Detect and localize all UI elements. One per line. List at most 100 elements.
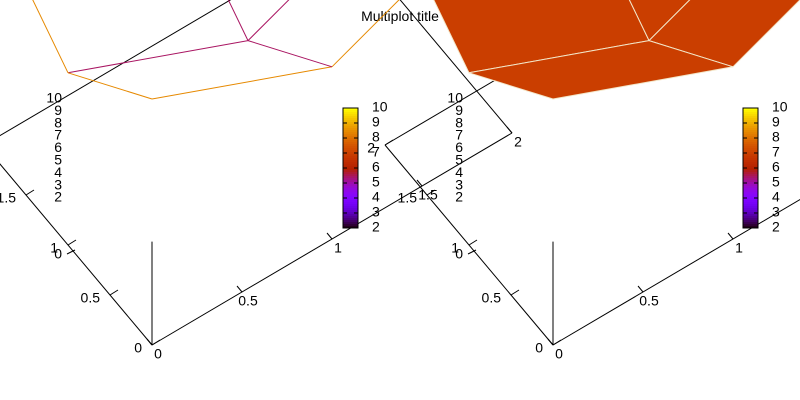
colorbar-band	[743, 116, 758, 119]
surface-line	[247, 40, 333, 68]
colorbar-band	[743, 128, 758, 131]
colorbar-band	[343, 168, 358, 171]
colorbar-band	[743, 146, 758, 149]
y-tick-mark	[25, 189, 35, 196]
colorbar-label: 10	[772, 99, 788, 115]
colorbar-band	[743, 220, 758, 223]
x-tick-label: 0	[555, 346, 563, 362]
colorbar-label: 10	[372, 99, 388, 115]
colorbar-band	[343, 144, 358, 147]
colorbar-band	[343, 178, 358, 181]
colorbar-band	[743, 202, 758, 205]
colorbar-band	[343, 210, 358, 213]
z-tick-label: 4	[54, 164, 62, 180]
colorbar-band	[743, 190, 758, 193]
colorbar-label: 4	[372, 189, 380, 205]
colorbar-band	[743, 210, 758, 213]
colorbar-band	[743, 174, 758, 177]
base-edge-back-x	[0, 0, 232, 137]
z-tick-label: 7	[455, 127, 463, 143]
colorbar-band	[343, 130, 358, 133]
colorbar-band	[343, 138, 358, 141]
colorbar-band	[743, 144, 758, 147]
colorbar-band	[743, 142, 758, 145]
base-edge-front-y	[0, 163, 153, 346]
colorbar-label: 9	[772, 114, 780, 130]
colorbar-band	[343, 172, 358, 175]
z-tick-label: 5	[455, 152, 463, 168]
colorbar-band	[343, 142, 358, 145]
colorbar-band	[343, 218, 358, 221]
colorbar-band	[743, 134, 758, 137]
z-tick-label: 4	[455, 164, 463, 180]
colorbar-band	[743, 200, 758, 203]
x-tick-mark	[146, 338, 153, 346]
colorbar-band	[343, 192, 358, 195]
colorbar-band	[343, 122, 358, 125]
y-tick-label: 0.5	[482, 290, 502, 306]
surface-wireframe	[32, 0, 400, 100]
colorbar-label: 8	[772, 129, 780, 145]
colorbar-band	[343, 164, 358, 167]
colorbar-band	[343, 160, 358, 163]
colorbar-band	[743, 130, 758, 133]
colorbar-band	[743, 118, 758, 121]
colorbar-band	[343, 176, 358, 179]
colorbar-band	[343, 198, 358, 201]
colorbar-band	[743, 114, 758, 117]
colorbar-band	[743, 184, 758, 187]
x-tick-label: 0.5	[639, 293, 659, 309]
colorbar-band	[743, 196, 758, 199]
colorbar-band	[743, 156, 758, 159]
x-tick-mark	[637, 285, 644, 293]
y-tick-label: 2	[367, 140, 375, 156]
colorbar-label: 9	[372, 114, 380, 130]
colorbar-band	[743, 222, 758, 225]
colorbar-band	[743, 160, 758, 163]
z-tick-label: 0	[455, 246, 463, 262]
colorbar-band	[343, 200, 358, 203]
colorbar-band	[743, 110, 758, 113]
colorbar-label: 8	[372, 129, 380, 145]
colorbar-band	[743, 148, 758, 151]
colorbar-band	[343, 154, 358, 157]
surface-line	[67, 72, 153, 100]
z-tick-label: 8	[455, 114, 463, 130]
y-tick-mark	[384, 139, 394, 146]
y-tick-mark	[67, 239, 77, 246]
colorbar-band	[743, 180, 758, 183]
colorbar-band	[343, 204, 358, 207]
colorbar-band	[743, 158, 758, 161]
colorbar-band	[343, 140, 358, 143]
z-tick-mark	[66, 249, 76, 255]
z-tick-label: 9	[54, 102, 62, 118]
x-tick-label: 0.5	[238, 293, 258, 309]
colorbar-band	[743, 108, 758, 111]
colorbar-band	[343, 108, 358, 111]
colorbar-band	[743, 168, 758, 171]
y-tick-mark	[552, 339, 562, 346]
colorbar-band	[343, 188, 358, 191]
colorbar-band	[743, 198, 758, 201]
colorbar-band	[343, 182, 358, 185]
x-tick-label: 1	[334, 240, 342, 256]
colorbar-band	[343, 118, 358, 121]
surface-patch	[468, 40, 734, 100]
y-tick-mark	[510, 289, 520, 296]
colorbar-band	[343, 166, 358, 169]
colorbar-band	[343, 180, 358, 183]
colorbar-band	[743, 154, 758, 157]
colorbar-band	[743, 188, 758, 191]
colorbar-band	[343, 184, 358, 187]
x-tick-label: 0	[154, 346, 162, 362]
y-tick-label: 0	[134, 340, 142, 356]
colorbar-label: 2	[372, 219, 380, 235]
colorbar-band	[743, 178, 758, 181]
y-tick-mark	[151, 339, 161, 346]
colorbar-band	[343, 158, 358, 161]
colorbar-label: 7	[772, 144, 780, 160]
colorbar-band	[343, 148, 358, 151]
